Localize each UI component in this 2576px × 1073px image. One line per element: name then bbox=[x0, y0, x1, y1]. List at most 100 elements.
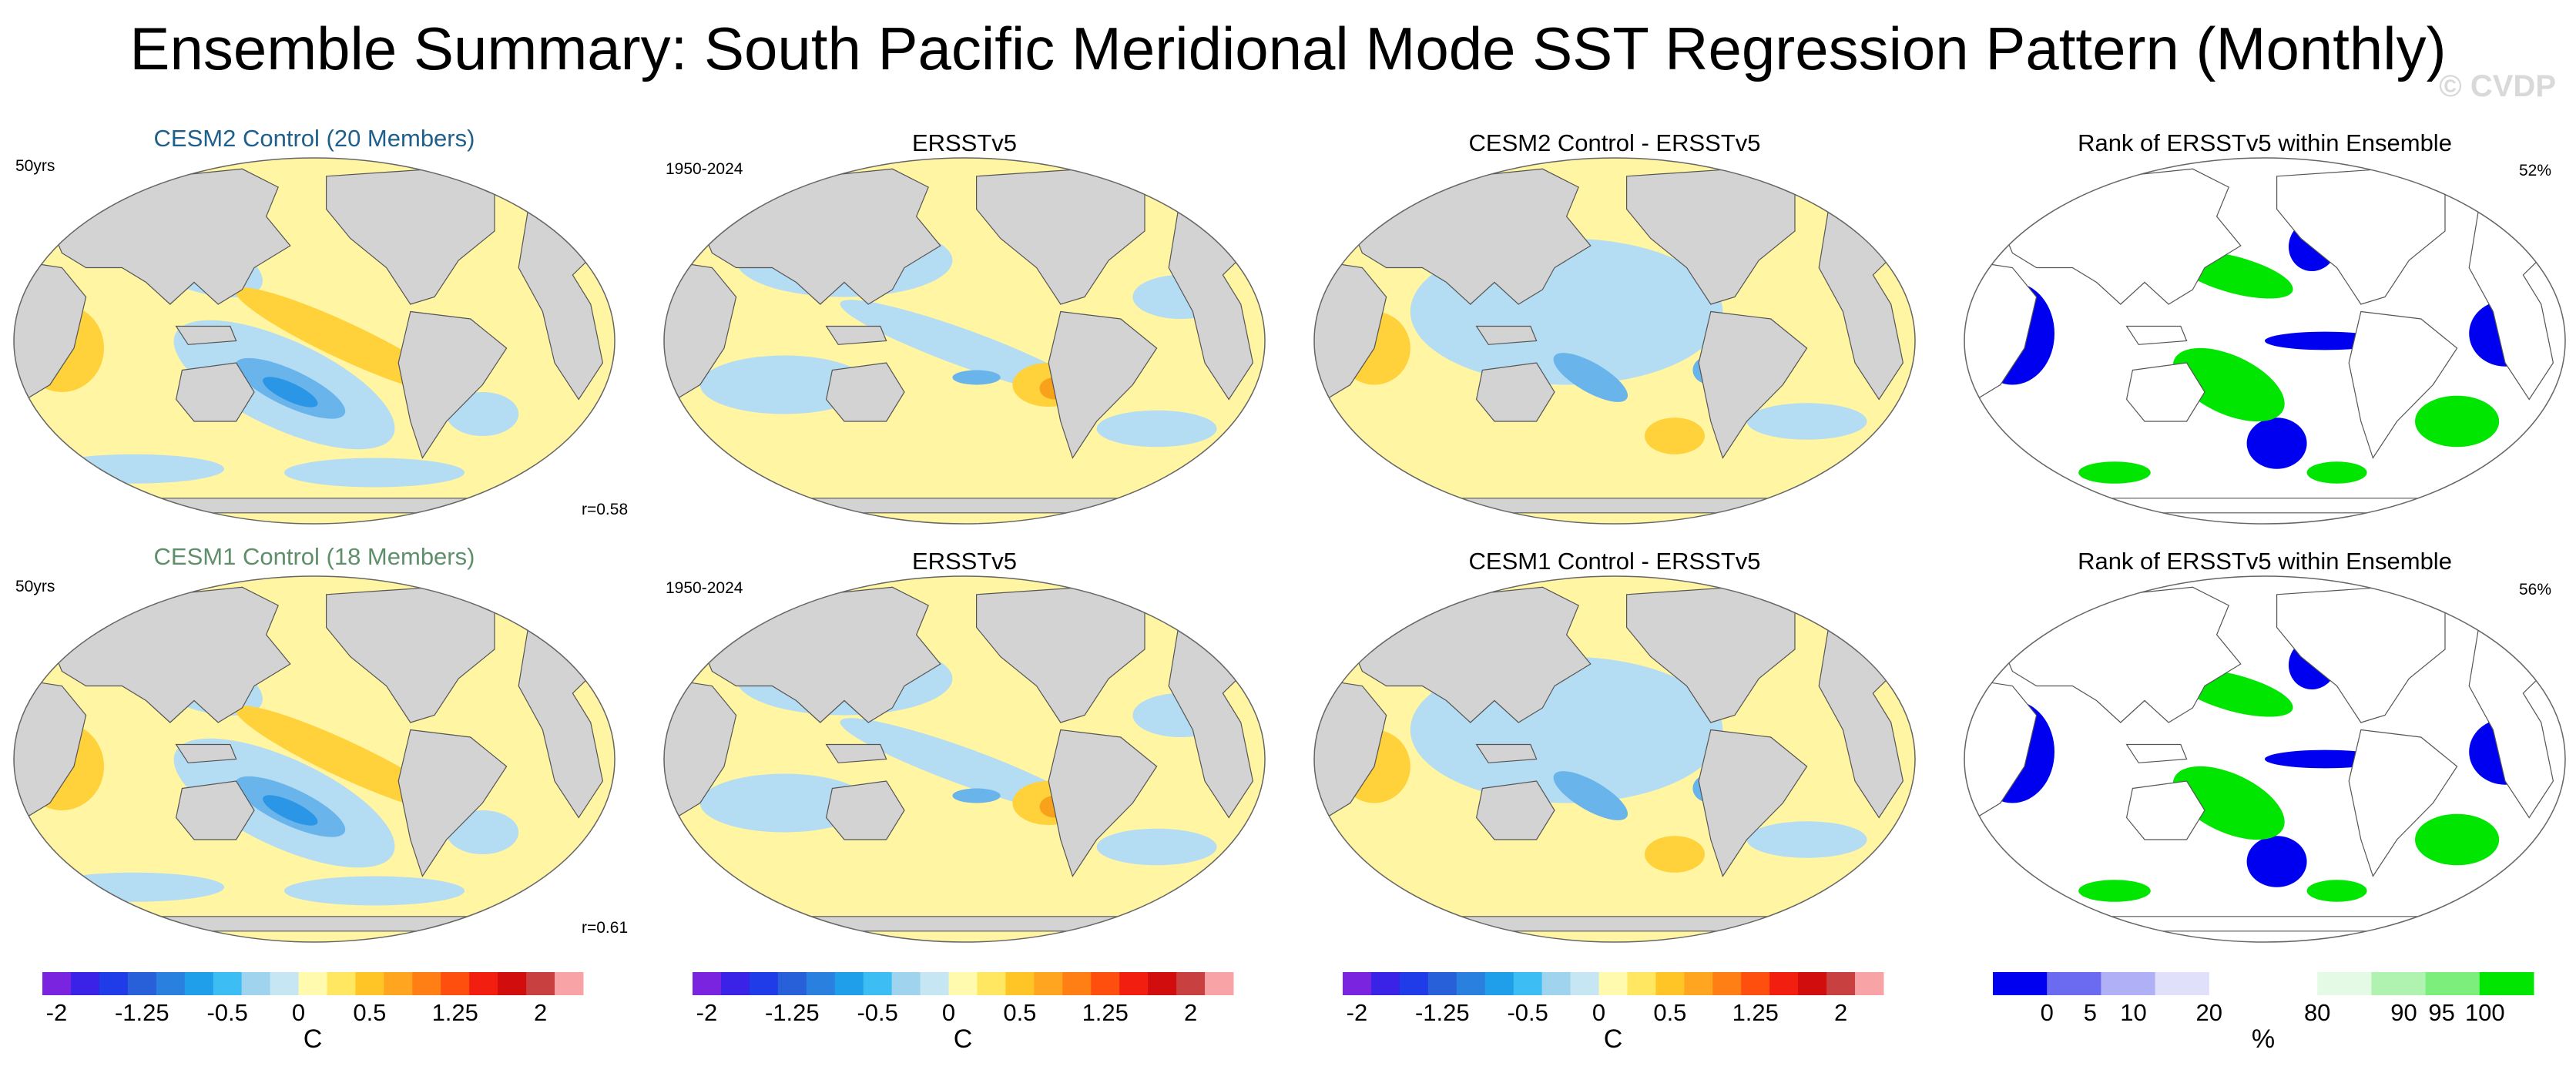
map-outline bbox=[1313, 157, 1916, 525]
colorbar-swatch bbox=[1855, 972, 1884, 995]
map-diff-r1c2 bbox=[1313, 575, 1916, 943]
colorbar-tick-label: 0 bbox=[941, 999, 956, 1026]
anomaly-region bbox=[1645, 836, 1705, 873]
colorbar-swatch bbox=[2317, 972, 2372, 995]
land-mass bbox=[121, 498, 508, 514]
colorbar-swatch bbox=[834, 972, 864, 995]
anomaly-region bbox=[2306, 880, 2367, 902]
cvdp-watermark: © CVDP bbox=[2439, 69, 2556, 103]
colorbar-tick-label: -0.5 bbox=[206, 999, 248, 1026]
anomaly-region bbox=[2415, 395, 2500, 448]
land-mass bbox=[2071, 916, 2458, 932]
land-mass bbox=[2125, 362, 2205, 422]
colorbar-swatch bbox=[1034, 972, 1063, 995]
anomaly-region bbox=[2246, 417, 2307, 469]
colorbar-unit: C bbox=[303, 1024, 323, 1054]
anomaly-region bbox=[2246, 836, 2307, 887]
colorbar-swatch bbox=[948, 972, 978, 995]
anomaly-region bbox=[952, 788, 1001, 803]
panel-title: ERSSTv5 bbox=[911, 129, 1018, 156]
anomaly-region bbox=[2306, 461, 2367, 484]
colorbar-swatch bbox=[270, 972, 300, 995]
anomaly-region bbox=[1553, 353, 1628, 402]
colorbar-swatch bbox=[1627, 972, 1656, 995]
colorbar-swatch bbox=[1176, 972, 1206, 995]
land-mass bbox=[1421, 916, 1808, 932]
figure-title: Ensemble Summary: South Pacific Meridion… bbox=[129, 15, 2447, 82]
map-rank-r1c3 bbox=[1964, 575, 2566, 943]
colorbar-unit: C bbox=[1603, 1024, 1623, 1054]
colorbar-tick-label: 1.25 bbox=[1082, 999, 1129, 1026]
anomaly-region bbox=[2172, 766, 2285, 840]
colorbar-swatch bbox=[1655, 972, 1685, 995]
anomaly-region bbox=[2078, 880, 2151, 902]
colorbar-swatch bbox=[469, 972, 498, 995]
colorbar-swatch bbox=[526, 972, 555, 995]
land-mass bbox=[121, 916, 508, 932]
anomaly-region bbox=[1746, 403, 1867, 440]
colorbar-swatch bbox=[70, 972, 100, 995]
colorbar-swatch bbox=[1427, 972, 1457, 995]
anomaly-region bbox=[1096, 828, 1217, 866]
anomaly-region bbox=[263, 795, 318, 826]
anomaly-region bbox=[2078, 461, 2151, 484]
colorbar-swatch bbox=[1343, 972, 1372, 995]
colorbar-swatch bbox=[749, 972, 779, 995]
colorbar-swatch bbox=[2209, 972, 2264, 995]
colorbar-swatch bbox=[298, 972, 327, 995]
colorbar-tick-label: 0 bbox=[1592, 999, 1606, 1026]
colorbar-swatch bbox=[1148, 972, 1177, 995]
map-panels bbox=[13, 157, 2566, 943]
colorbar-swatch bbox=[327, 972, 356, 995]
colorbar-tick-label: 1.25 bbox=[1732, 999, 1779, 1026]
colorbar-3 bbox=[1993, 972, 2534, 995]
panel-title: CESM1 Control (18 Members) bbox=[153, 543, 475, 570]
colorbar-swatch bbox=[1370, 972, 1400, 995]
land-mass bbox=[771, 498, 1158, 514]
colorbar-swatch bbox=[1684, 972, 1713, 995]
land-mass bbox=[2125, 743, 2188, 763]
land-mass bbox=[2125, 780, 2205, 840]
land-mass bbox=[2071, 498, 2458, 514]
anomaly-region bbox=[263, 377, 318, 407]
land-mass bbox=[771, 916, 1158, 932]
colorbar-swatch bbox=[1712, 972, 1742, 995]
anomaly-region bbox=[44, 872, 224, 902]
panel-title: Rank of ERSSTv5 within Ensemble bbox=[2078, 129, 2452, 156]
map-sst-r1c1 bbox=[663, 575, 1266, 943]
colorbar-swatch bbox=[498, 972, 527, 995]
land-mass bbox=[175, 362, 255, 422]
colorbar-tick-label: 20 bbox=[2195, 999, 2223, 1026]
colorbar-swatch bbox=[1456, 972, 1486, 995]
colorbar-swatch bbox=[1005, 972, 1035, 995]
colorbar-tick-label: -1.25 bbox=[1414, 999, 1470, 1026]
colorbar-tick-label: 0.5 bbox=[1653, 999, 1687, 1026]
colorbar-tick-label: 80 bbox=[2303, 999, 2331, 1026]
anomaly-region bbox=[1553, 771, 1628, 820]
anomaly-region bbox=[1096, 410, 1217, 448]
colorbars bbox=[42, 972, 2534, 995]
colorbar-tick-label: -1.25 bbox=[114, 999, 169, 1026]
land-mass bbox=[2348, 729, 2458, 877]
correlation-label: r=0.61 bbox=[582, 919, 629, 937]
anomaly-region bbox=[1746, 821, 1867, 858]
land-mass bbox=[1475, 780, 1555, 840]
map-outline bbox=[1964, 157, 2566, 525]
land-mass bbox=[1698, 310, 1808, 459]
map-sst-r0c1 bbox=[663, 157, 1266, 525]
colorbar-swatch bbox=[891, 972, 921, 995]
map-diff-r0c2 bbox=[1313, 157, 1916, 525]
colorbar-2 bbox=[1343, 972, 1884, 995]
land-mass bbox=[397, 729, 508, 877]
land-mass bbox=[1421, 498, 1808, 514]
colorbar-swatch bbox=[1798, 972, 1827, 995]
colorbar-tick-label: 0 bbox=[2040, 999, 2054, 1026]
colorbar-swatch bbox=[777, 972, 807, 995]
map-rank-r0c3 bbox=[1964, 157, 2566, 525]
colorbar-tick-label: -1.25 bbox=[764, 999, 820, 1026]
colorbar-swatch bbox=[213, 972, 243, 995]
colorbar-swatch bbox=[156, 972, 186, 995]
land-mass bbox=[175, 743, 237, 763]
colorbar-tick-label: 95 bbox=[2428, 999, 2455, 1026]
panel-title: Rank of ERSSTv5 within Ensemble bbox=[2078, 548, 2452, 575]
